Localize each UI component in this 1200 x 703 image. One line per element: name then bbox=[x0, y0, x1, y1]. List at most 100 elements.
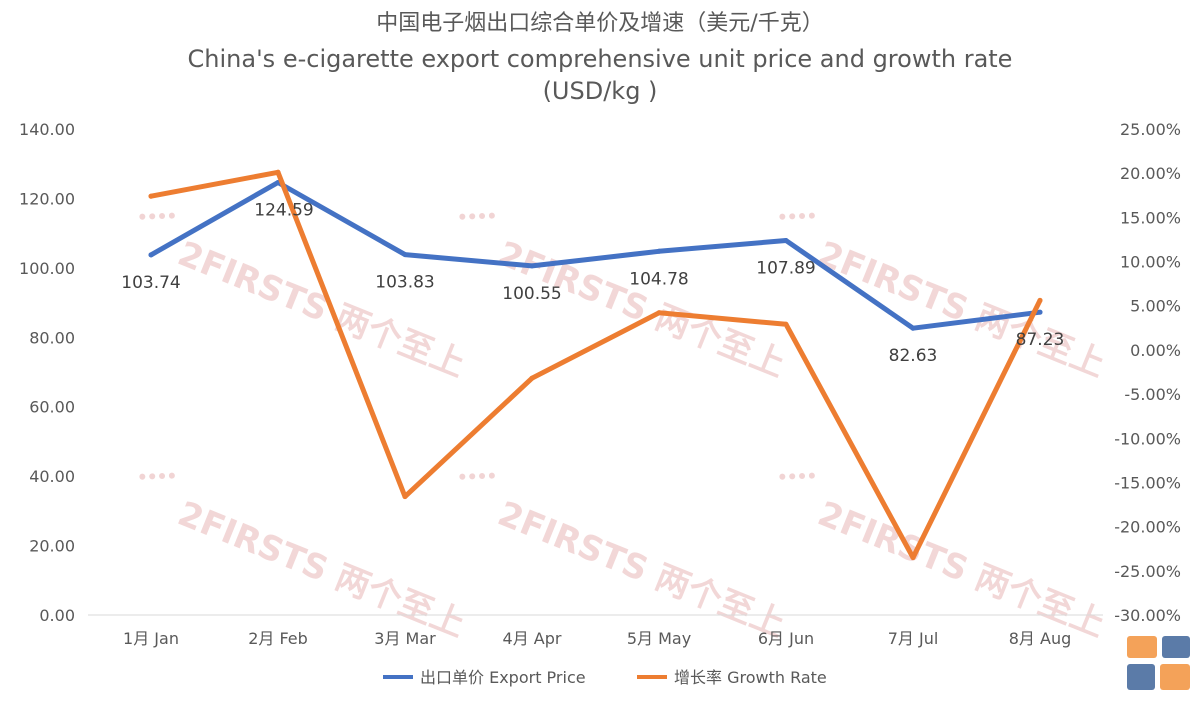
legend-label-growth-rate: 增长率 Growth Rate bbox=[674, 668, 827, 687]
chart-title-en: China's e-cigarette export comprehensive… bbox=[188, 45, 1013, 73]
x-tick-label: 8月 Aug bbox=[1009, 629, 1072, 648]
chart-title-cn: 中国电子烟出口综合单价及增速（美元/千克） bbox=[376, 11, 823, 36]
data-label: 104.78 bbox=[629, 269, 688, 289]
watermark-text: 2FIRSTS 两个至上 bbox=[812, 234, 1110, 386]
x-tick-label: 7月 Jul bbox=[888, 629, 939, 648]
logo-block-bottom-left bbox=[1127, 664, 1155, 690]
data-point bbox=[275, 169, 281, 175]
right-tick-label: -10.00% bbox=[1114, 429, 1181, 448]
watermark-dot bbox=[159, 213, 166, 220]
watermark-dot bbox=[808, 472, 815, 479]
watermark-dot bbox=[799, 213, 806, 220]
left-tick-label: 140.00 bbox=[19, 120, 75, 139]
watermark-dot bbox=[139, 473, 146, 480]
data-label: 103.74 bbox=[121, 273, 180, 293]
data-label: 107.89 bbox=[756, 258, 815, 278]
series-line-export-price bbox=[148, 180, 1043, 331]
left-tick-label: 0.00 bbox=[39, 606, 75, 625]
watermark-dot bbox=[168, 472, 175, 479]
data-point bbox=[148, 252, 154, 258]
data-point bbox=[1037, 309, 1043, 315]
right-tick-label: 5.00% bbox=[1130, 297, 1181, 316]
data-point bbox=[529, 375, 535, 381]
watermark: 2FIRSTS 两个至上 bbox=[459, 212, 791, 386]
watermark: 2FIRSTS 两个至上 bbox=[459, 472, 791, 646]
x-tick-label: 4月 Apr bbox=[503, 629, 562, 648]
data-labels: 103.74 124.59 103.83 100.55 104.78 107.89 82.6… bbox=[121, 200, 1064, 366]
data-point bbox=[402, 252, 408, 258]
data-point bbox=[402, 494, 408, 500]
series-line-growth-rate bbox=[148, 169, 1043, 561]
right-tick-label: -5.00% bbox=[1124, 385, 1181, 404]
watermark-dot bbox=[469, 473, 476, 480]
watermark-dot bbox=[799, 473, 806, 480]
watermark: 2FIRSTS 两个至上 bbox=[779, 212, 1111, 386]
data-point bbox=[783, 321, 789, 327]
data-point bbox=[910, 325, 916, 331]
right-tick-label: -15.00% bbox=[1114, 473, 1181, 492]
x-tick-label: 3月 Mar bbox=[374, 629, 436, 648]
watermark-dot bbox=[149, 213, 156, 220]
watermark-dot bbox=[469, 213, 476, 220]
logo-block-top bbox=[1127, 636, 1157, 658]
right-tick-label: 15.00% bbox=[1120, 208, 1181, 227]
data-label: 103.83 bbox=[375, 273, 434, 293]
watermark-dot bbox=[779, 473, 786, 480]
left-tick-label: 80.00 bbox=[29, 328, 75, 347]
watermark-dot bbox=[139, 213, 146, 220]
watermark-dot bbox=[779, 213, 786, 220]
watermark-text: 2FIRSTS 两个至上 bbox=[492, 494, 790, 646]
data-point bbox=[783, 238, 789, 243]
logo-block-bottom-right bbox=[1160, 664, 1190, 690]
chart-title-unit: (USD/kg ) bbox=[543, 77, 658, 105]
data-point bbox=[656, 248, 662, 254]
watermark-dot bbox=[808, 212, 815, 219]
watermark-dot bbox=[479, 473, 486, 480]
x-tick-label: 2月 Feb bbox=[248, 629, 308, 648]
data-point bbox=[148, 193, 154, 199]
data-label: 82.63 bbox=[889, 346, 938, 366]
watermark-dot bbox=[159, 473, 166, 480]
right-tick-label: -25.00% bbox=[1114, 562, 1181, 581]
right-tick-label: 0.00% bbox=[1130, 341, 1181, 360]
watermark: 2FIRSTS 两个至上 bbox=[139, 472, 471, 645]
watermark-dot bbox=[149, 473, 156, 480]
data-label: 87.23 bbox=[1016, 330, 1065, 350]
left-tick-label: 120.00 bbox=[19, 189, 75, 208]
left-tick-label: 20.00 bbox=[29, 537, 75, 556]
logo-block-right bbox=[1162, 636, 1190, 658]
watermark-dot bbox=[488, 472, 495, 479]
watermark-dot bbox=[479, 213, 486, 220]
x-tick-label: 5月 May bbox=[627, 629, 691, 648]
legend: 出口单价 Export Price 增长率 Growth Rate bbox=[383, 668, 827, 687]
brand-logo bbox=[1127, 636, 1190, 690]
watermark: 2FIRSTS 两个至上 bbox=[779, 472, 1111, 646]
right-tick-label: -30.00% bbox=[1114, 606, 1181, 625]
watermark-layer: 2FIRSTS 两个至上 2FIRSTS 两个至上 2FIRSTS 两个至上2FIR… bbox=[139, 212, 1111, 646]
data-point bbox=[529, 263, 535, 269]
watermark-text: 2FIRSTS 两个至上 bbox=[492, 234, 790, 386]
data-point bbox=[1037, 297, 1043, 303]
watermark-dot bbox=[789, 213, 796, 220]
right-tick-label: -20.00% bbox=[1114, 518, 1181, 537]
legend-label-export-price: 出口单价 Export Price bbox=[420, 668, 586, 687]
watermark-dot bbox=[168, 212, 175, 219]
watermark-dot bbox=[459, 213, 466, 220]
data-point bbox=[910, 555, 916, 561]
watermark-dot bbox=[459, 473, 466, 480]
left-tick-label: 100.00 bbox=[19, 259, 75, 278]
watermark-dot bbox=[488, 212, 495, 219]
x-tick-label: 6月 Jun bbox=[758, 629, 814, 648]
left-axis: 0.00 20.00 40.00 60.00 80.00 100.00 120.00 140.… bbox=[19, 120, 75, 625]
right-tick-label: 25.00% bbox=[1120, 120, 1181, 139]
data-point bbox=[656, 310, 662, 316]
watermark-text: 2FIRSTS 两个至上 bbox=[812, 494, 1110, 646]
data-label: 124.59 bbox=[254, 200, 313, 220]
data-label: 100.55 bbox=[502, 284, 561, 304]
right-tick-label: 20.00% bbox=[1120, 164, 1181, 183]
right-tick-label: 10.00% bbox=[1120, 253, 1181, 272]
left-tick-label: 40.00 bbox=[29, 467, 75, 486]
watermark-dot bbox=[789, 473, 796, 480]
series-layer bbox=[148, 169, 1043, 561]
x-axis: 1月 Jan 2月 Feb 3月 Mar 4月 Apr 5月 May 6月 Jun 7月 J… bbox=[123, 629, 1071, 648]
